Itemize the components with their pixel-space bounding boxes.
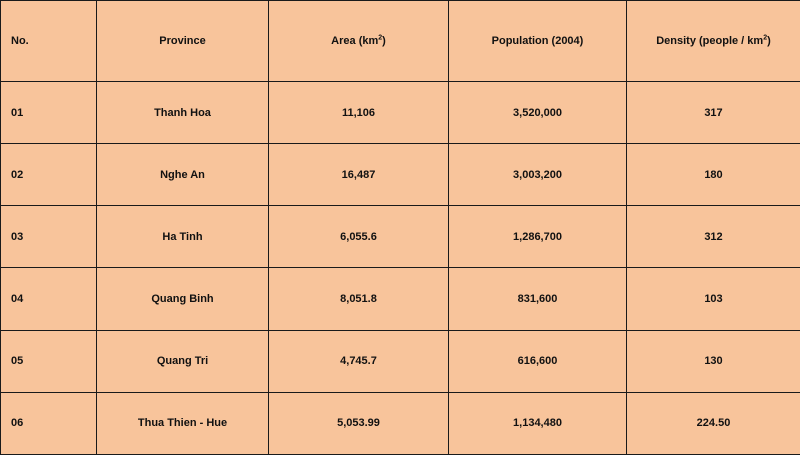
cell-area: 5,053.99	[268, 391, 449, 455]
header-density: Density (people / km2)	[626, 0, 800, 82]
header-density-superscript: 2	[763, 34, 768, 42]
cell-province: Quang Tri	[96, 329, 269, 393]
cell-area: 11,106	[268, 80, 449, 145]
header-area-close: )	[382, 35, 386, 47]
table-row: 03 Ha Tinh 6,055.6 1,286,700 312	[0, 205, 800, 269]
cell-province: Thua Thien - Hue	[96, 391, 269, 455]
cell-area: 6,055.6	[268, 205, 449, 269]
cell-density: 180	[626, 143, 800, 207]
cell-no: 03	[0, 205, 97, 269]
cell-no: 02	[0, 143, 97, 207]
header-density-close: )	[767, 35, 771, 47]
header-population: Population (2004)	[448, 0, 627, 82]
cell-no: 04	[0, 267, 97, 331]
cell-province: Ha Tinh	[96, 205, 269, 269]
header-area: Area (km2)	[268, 0, 449, 82]
cell-no: 05	[0, 329, 97, 393]
header-area-superscript: 2	[378, 34, 383, 42]
cell-province: Nghe An	[96, 143, 269, 207]
cell-population: 831,600	[448, 267, 627, 331]
header-no: No.	[0, 0, 97, 82]
cell-province: Thanh Hoa	[96, 80, 269, 145]
cell-density: 317	[626, 80, 800, 145]
table-row: 02 Nghe An 16,487 3,003,200 180	[0, 143, 800, 207]
cell-population: 3,003,200	[448, 143, 627, 207]
header-area-label: Area (km	[331, 35, 379, 47]
cell-no: 06	[0, 391, 97, 455]
table-row: 06 Thua Thien - Hue 5,053.99 1,134,480 2…	[0, 391, 800, 455]
cell-population: 616,600	[448, 329, 627, 393]
table-row: 04 Quang Binh 8,051.8 831,600 103	[0, 267, 800, 331]
cell-area: 4,745.7	[268, 329, 449, 393]
cell-province: Quang Binh	[96, 267, 269, 331]
cell-area: 8,051.8	[268, 267, 449, 331]
header-province: Province	[96, 0, 269, 82]
header-row: No. Province Area (km2) Population (2004…	[0, 0, 800, 82]
header-density-label: Density (people / km	[656, 35, 764, 47]
cell-density: 224.50	[626, 391, 800, 455]
table-row: 05 Quang Tri 4,745.7 616,600 130	[0, 329, 800, 393]
cell-density: 103	[626, 267, 800, 331]
cell-population: 1,134,480	[448, 391, 627, 455]
cell-density: 312	[626, 205, 800, 269]
cell-population: 3,520,000	[448, 80, 627, 145]
table-row: 01 Thanh Hoa 11,106 3,520,000 317	[0, 80, 800, 145]
cell-density: 130	[626, 329, 800, 393]
cell-area: 16,487	[268, 143, 449, 207]
cell-no: 01	[0, 80, 97, 145]
cell-population: 1,286,700	[448, 205, 627, 269]
